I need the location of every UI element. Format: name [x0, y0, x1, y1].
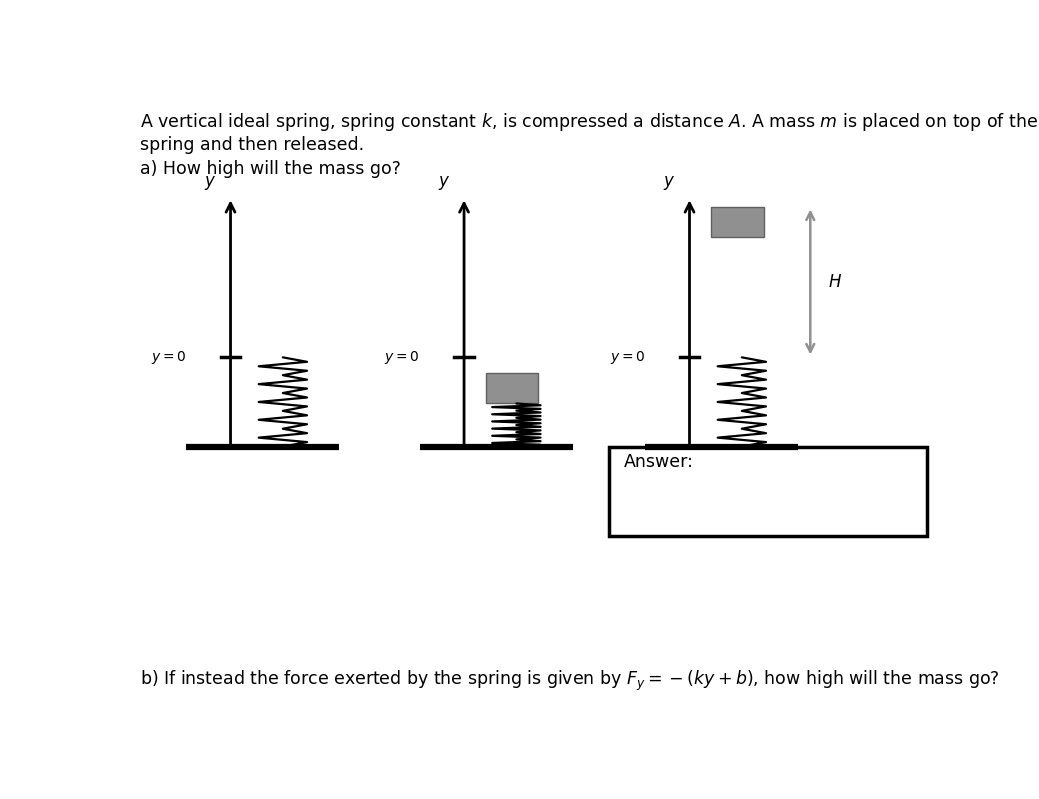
Text: $H$: $H$	[828, 273, 842, 291]
Text: A vertical ideal spring, spring constant $k$, is compressed a distance $A$. A ma: A vertical ideal spring, spring constant…	[140, 111, 1038, 133]
Bar	[712, 207, 764, 237]
Text: $y$: $y$	[663, 174, 675, 193]
Text: Answer:: Answer:	[623, 453, 693, 471]
Text: $y$: $y$	[205, 174, 216, 193]
Text: a) How high will the mass go?: a) How high will the mass go?	[140, 161, 401, 178]
Text: $y$: $y$	[437, 174, 450, 193]
Bar	[609, 447, 927, 536]
Text: b) If instead the force exerted by the spring is given by $F_y= -(ky+b)$, how hi: b) If instead the force exerted by the s…	[140, 670, 1001, 694]
Text: $y=0$: $y=0$	[384, 349, 420, 366]
Bar	[486, 372, 538, 403]
Text: $y=0$: $y=0$	[151, 349, 186, 366]
Text: spring and then released.: spring and then released.	[140, 136, 365, 154]
Text: $y=0$: $y=0$	[610, 349, 645, 366]
